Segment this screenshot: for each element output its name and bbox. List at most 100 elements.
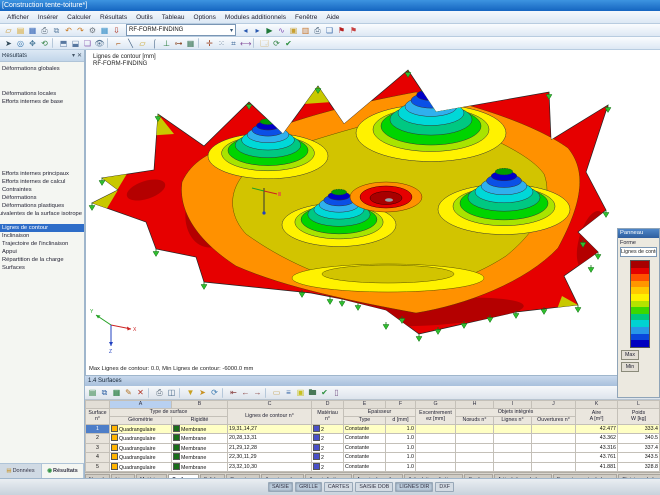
loadcase-combo[interactable]: RF-FORM-FINDING ▾ <box>126 24 236 36</box>
save-icon[interactable]: ▦ <box>28 25 37 35</box>
status-toggle[interactable]: LIGNES DIR <box>395 482 434 492</box>
status-toggle[interactable]: CARTES <box>323 482 354 492</box>
table-row[interactable]: 4 Quadrangulaire Membrane 22,30,11,29 2 … <box>85 452 660 463</box>
table-tree-icon[interactable]: 🖿 <box>308 388 317 397</box>
table-prev-icon[interactable]: ← <box>241 388 250 397</box>
window-titlebar[interactable]: [Construction tente-toiture*] <box>0 0 660 11</box>
table-toolbar-icon[interactable] <box>222 387 226 398</box>
table-row[interactable]: 3 Quadrangulaire Membrane 21,29,12,28 2 … <box>85 442 660 453</box>
surface-icon[interactable]: ▱ <box>139 38 146 48</box>
toolbar-icon[interactable] <box>52 38 56 48</box>
render-icon[interactable]: ❏ <box>83 38 92 48</box>
table-toolbar-icon[interactable] <box>148 387 152 398</box>
view-xy-icon[interactable]: ⬓ <box>71 38 80 48</box>
table-sync-icon[interactable]: ⟳ <box>211 388 218 397</box>
node-icon[interactable]: ⌐ <box>116 38 121 48</box>
pin-icon[interactable]: ▾ <box>71 53 75 59</box>
toolbar-icon[interactable] <box>253 38 257 48</box>
table-excel-icon[interactable]: ▦ <box>112 388 121 397</box>
table-check-icon[interactable]: ✔ <box>321 388 328 397</box>
panel-icon[interactable]: ▥ <box>301 25 310 35</box>
select-arrow-icon[interactable]: ➤ <box>5 38 12 48</box>
tables-icon[interactable]: ▦ <box>100 25 109 35</box>
navigator-item[interactable]: Efforts internes de base <box>2 99 64 105</box>
panel-result-selector[interactable]: Lignes de contour <box>620 247 657 257</box>
table-cards-icon[interactable]: ▭ <box>272 388 281 397</box>
calculate-icon[interactable]: ⚙ <box>88 25 97 35</box>
loadcase-icon[interactable]: ⇩ <box>113 25 120 35</box>
status-toggle[interactable]: DXF <box>435 482 454 492</box>
new-window-icon[interactable]: 🗔 <box>260 38 269 48</box>
menu-item[interactable]: Outils <box>136 13 153 21</box>
table-color-icon[interactable]: ▣ <box>296 388 305 397</box>
table-titlebar[interactable]: 1.4 Surfaces ▾ ✕ <box>85 376 660 386</box>
grid-icon[interactable]: ⁙ <box>218 38 225 48</box>
menu-item[interactable]: Options <box>193 13 216 21</box>
navigator-item[interactable]: Efforts internes de calcul <box>2 179 66 185</box>
menu-item[interactable]: Insérer <box>37 13 59 21</box>
menu-item[interactable]: Résultats <box>100 13 128 21</box>
snap-icon[interactable]: ✛ <box>206 38 213 48</box>
flag-icon[interactable]: ⚑ <box>337 25 346 35</box>
menu-item[interactable]: Calculer <box>67 13 91 21</box>
menu-item[interactable]: Fenêtre <box>295 13 318 21</box>
table-copy-icon[interactable]: ⧉ <box>101 388 108 397</box>
contour-model-canvas[interactable]: X Y Z <box>86 50 660 368</box>
status-toggle[interactable]: SAISIE <box>268 482 294 492</box>
toolbar-icon[interactable] <box>198 38 202 48</box>
mesh-icon[interactable]: ▦ <box>186 38 195 48</box>
menu-item[interactable]: Aide <box>326 13 340 21</box>
check-icon[interactable]: ✔ <box>285 38 292 48</box>
navigator-item[interactable]: Efforts internes principaux <box>2 171 69 177</box>
menu-item[interactable]: Tableau <box>161 13 185 21</box>
table-row[interactable]: 1 Quadrangulaire Membrane 19,31,14,27 2 … <box>85 423 660 434</box>
table-row[interactable]: 5 Quadrangulaire Membrane 23,32,10,30 2 … <box>85 461 660 472</box>
table-next-icon[interactable]: → <box>253 388 262 397</box>
navigator-tab[interactable]: ▤ Données <box>0 464 42 478</box>
line-icon[interactable]: ╲ <box>128 38 133 48</box>
navigator-item[interactable]: Contraintes <box>2 187 32 193</box>
table-toolbar-icon[interactable] <box>179 387 183 398</box>
print-graphic-icon[interactable]: ⎙ <box>314 25 321 35</box>
table-delete-icon[interactable]: ✕ <box>137 388 144 397</box>
scale-max-button[interactable]: Max <box>621 349 639 360</box>
close-icon[interactable]: ✕ <box>76 53 82 59</box>
dim-icon[interactable]: ⟷ <box>240 38 252 48</box>
redo-icon[interactable]: ↷ <box>77 25 84 35</box>
navigator-tab[interactable]: ◉ Résultats <box>42 464 84 478</box>
table-view-icon[interactable]: ◫ <box>167 388 176 397</box>
status-toggle[interactable]: SAISIE DOB <box>355 482 394 492</box>
prev-loadcase-icon[interactable]: ◂ <box>243 25 248 35</box>
table-row[interactable]: 2 Quadrangulaire Membrane 20,28,13,31 2 … <box>85 433 660 444</box>
results-icon[interactable]: ∿ <box>278 25 285 35</box>
navigator-item[interactable]: Contraintes équivalentes de la surface i… <box>0 211 82 217</box>
navigator-item[interactable]: Appui <box>2 249 17 255</box>
model-viewport[interactable]: X Y Z Lignes de contour [mm] RF-FORM-FIN… <box>85 50 660 375</box>
refresh-view-icon[interactable]: ⟳ <box>273 38 280 48</box>
print-icon[interactable]: ⎙ <box>41 25 48 35</box>
view-iso-icon[interactable]: ⬒ <box>59 38 68 48</box>
panel-titlebar[interactable]: Panneau <box>618 229 659 238</box>
scale-min-button[interactable]: Min <box>621 361 639 372</box>
table-edit-icon[interactable]: ✎ <box>125 388 132 397</box>
navigator-item[interactable]: Répartition de la charge <box>2 257 64 263</box>
start-calc-icon[interactable]: ▶ <box>266 25 273 35</box>
table-help-icon[interactable]: ▯ <box>334 388 339 397</box>
status-toggle[interactable]: GRILLE <box>295 482 322 492</box>
navigator-item[interactable]: Déformations <box>2 195 37 201</box>
flag2-icon[interactable]: ⚑ <box>349 25 358 35</box>
table-new-icon[interactable]: ▤ <box>88 388 97 397</box>
window-icon[interactable]: ❏ <box>325 25 334 35</box>
toolbar-icon[interactable] <box>107 38 111 48</box>
open-icon[interactable]: ▤ <box>16 25 25 35</box>
menu-item[interactable]: Modules additionnels <box>224 13 286 21</box>
rotate-view-icon[interactable]: ⟲ <box>41 38 48 48</box>
pan-icon[interactable]: ✥ <box>29 38 36 48</box>
table-select-icon[interactable]: ➤ <box>199 388 206 397</box>
visibility-icon[interactable]: 👁 <box>94 38 105 48</box>
zoom-icon[interactable]: ◎ <box>17 38 24 48</box>
table-filter-icon[interactable]: ▼ <box>186 388 195 397</box>
copy-icon[interactable]: ⧉ <box>53 25 60 35</box>
navigator-item[interactable]: Lignes de contour <box>0 224 84 232</box>
member-icon[interactable]: ⌠ <box>152 38 157 48</box>
